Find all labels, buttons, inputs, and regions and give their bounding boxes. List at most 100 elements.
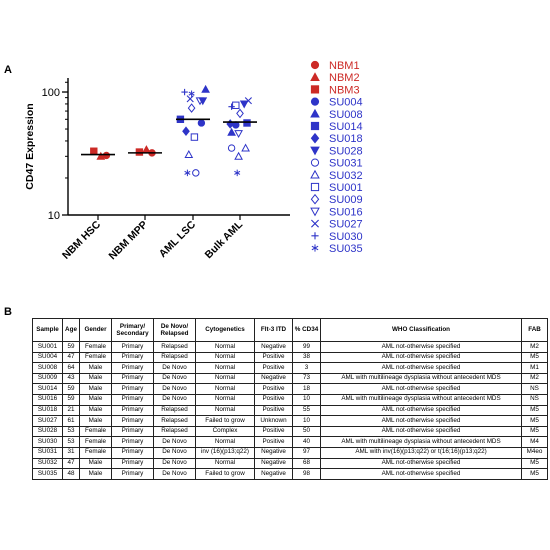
legend-marker-su008 — [310, 108, 320, 118]
table-cell: Primary — [111, 341, 154, 353]
table-cell: M4 — [521, 436, 548, 448]
legend-label-nbm3: NBM3 — [329, 84, 360, 96]
legend-marker-su014 — [310, 121, 320, 131]
table-cell: 10 — [292, 393, 321, 406]
table-row: SU014 59 Male Primary De Novo Normal Positive 1… — [32, 383, 548, 395]
table-cell: Normal — [195, 436, 255, 448]
table-cell: Negative — [254, 457, 293, 470]
data-point-su032 — [184, 150, 194, 158]
table-cell: AML not-otherwise specified — [320, 351, 522, 364]
table-cell: M2 — [521, 341, 548, 353]
table-cell: AML with multilineage dysplasia without … — [320, 436, 522, 448]
y-tick-label: 100 — [42, 87, 60, 99]
table-header-cell: Age — [62, 318, 80, 342]
table-cell: Complex — [195, 425, 255, 438]
table-cell: AML not-otherwise specified — [320, 362, 522, 374]
table-cell: Positive — [254, 404, 293, 417]
table-cell: Male — [79, 362, 112, 374]
data-point-su035 — [188, 90, 195, 97]
table-cell: SU001 — [32, 341, 63, 353]
legend-label-su028: SU028 — [329, 145, 363, 157]
table-cell: 64 — [62, 362, 80, 374]
legend-marker-su030 — [311, 232, 319, 240]
table-cell: 59 — [62, 393, 80, 406]
table-cell: Normal — [195, 351, 255, 364]
legend-label-su018: SU018 — [329, 133, 363, 145]
table-cell: SU014 — [32, 383, 63, 395]
legend-marker-su027 — [311, 219, 319, 228]
table-cell: 18 — [292, 383, 321, 395]
table-cell: Negative — [254, 468, 293, 480]
table-cell: Primary — [111, 404, 154, 417]
table-cell: Relapsed — [153, 425, 196, 438]
legend-marker-nbm2 — [310, 72, 320, 81]
table-row: SU027 61 Male Primary Relapsed Failed to grow… — [32, 415, 548, 427]
legend-marker-nbm3 — [310, 85, 320, 94]
data-point-su027 — [244, 97, 252, 105]
data-point-su009 — [236, 108, 244, 119]
legend-marker-su009 — [310, 193, 320, 205]
data-point-su014 — [243, 119, 251, 127]
data-point-su030 — [181, 88, 188, 96]
table-header-cell: Flt-3 ITD — [254, 318, 293, 342]
table-cell: AML with inv(16)(p13;q22) or t(16;16)(p1… — [320, 446, 522, 459]
table-cell: Negative — [254, 446, 293, 459]
cd47-scatter-chart: 10 100 CD47 Expression NBM HSC NBM MPP AML LS… — [24, 60, 363, 262]
table-cell: Female — [79, 341, 112, 353]
table-header-cell: Primary/ Secondary — [111, 318, 154, 342]
table-cell: Positive — [254, 383, 293, 395]
table-cell: SU031 — [32, 446, 63, 459]
table-cell: Normal — [195, 341, 255, 353]
table-cell: Female — [79, 446, 112, 459]
table-cell: Positive — [254, 362, 293, 374]
table-cell: De Novo — [153, 362, 196, 374]
table-cell: Female — [79, 425, 112, 438]
table-cell: SU004 — [32, 351, 63, 364]
table-cell: Normal — [195, 404, 255, 417]
table-cell: Male — [79, 457, 112, 470]
data-point-su031 — [227, 144, 236, 152]
table-cell: M4eo — [521, 446, 548, 459]
table-cell: M5 — [521, 425, 548, 438]
table-cell: 10 — [292, 415, 321, 427]
table-cell: 47 — [62, 351, 80, 364]
table-cell: AML not-otherwise specified — [320, 425, 522, 438]
table-cell: AML not-otherwise specified — [320, 341, 522, 353]
data-point-su031 — [192, 169, 200, 177]
table-header-row: Sample Age Gender Primary/ Secondary De Novo… — [32, 318, 548, 342]
legend-label-su009: SU009 — [329, 194, 363, 206]
data-point-su035 — [184, 169, 191, 177]
legend-marker-su035 — [311, 244, 319, 252]
table-cell: Relapsed — [153, 351, 196, 364]
sample-table: Sample Age Gender Primary/ Secondary De Novo… — [32, 318, 548, 480]
table-cell: M2 — [521, 372, 548, 385]
table-cell: 47 — [62, 457, 80, 470]
table-header-cell: Cytogenetics — [195, 318, 255, 342]
legend-marker-su016 — [310, 207, 320, 217]
table-cell: SU027 — [32, 415, 63, 427]
legend-label-su016: SU016 — [329, 206, 363, 218]
data-point-su008 — [227, 127, 236, 136]
legend-label-su032: SU032 — [329, 170, 363, 182]
table-cell: 68 — [292, 457, 321, 470]
legend-label-su027: SU027 — [329, 219, 363, 231]
table-cell: Relapsed — [153, 415, 196, 427]
legend-marker-su028 — [310, 146, 320, 156]
table-cell: Positive — [254, 351, 293, 364]
table-cell: AML not-otherwise specified — [320, 383, 522, 395]
table-row: SU001 59 Female Primary Relapsed Normal Negati… — [32, 341, 548, 353]
table-cell: Primary — [111, 383, 154, 395]
table-cell: 97 — [292, 446, 321, 459]
table-body: SU001 59 Female Primary Relapsed Normal Negati… — [32, 341, 548, 480]
table-cell: 3 — [292, 362, 321, 374]
table-row: SU009 43 Male Primary De Novo Normal Negative 7… — [32, 372, 548, 385]
table-cell: inv (16)(p13;q22) — [195, 446, 255, 459]
table-cell: 99 — [292, 341, 321, 353]
table-cell: Failed to grow — [195, 415, 255, 427]
data-point-su032 — [234, 151, 243, 160]
data-point-su016 — [234, 130, 243, 139]
table-cell: SU016 — [32, 393, 63, 406]
table-cell: Primary — [111, 372, 154, 385]
table-row: SU008 64 Male Primary De Novo Normal Positive 3… — [32, 362, 548, 374]
table-cell: AML not-otherwise specified — [320, 468, 522, 480]
